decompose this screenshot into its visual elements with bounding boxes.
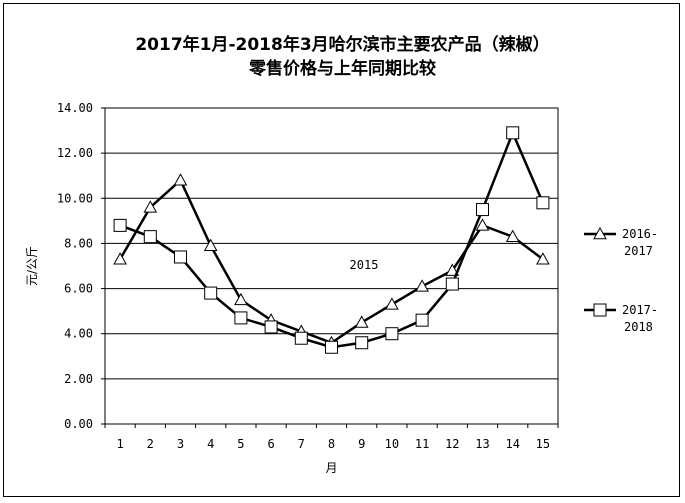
legend-marker-square xyxy=(593,303,607,317)
legend-label: 2018 xyxy=(624,320,653,334)
annotation-2015: 2015 xyxy=(350,258,379,272)
x-tick-label: 4 xyxy=(207,437,214,451)
legend-label: 2017- xyxy=(622,303,658,317)
chart-title-line-1: 2017年1月-2018年3月哈尔滨市主要农产品（辣椒） xyxy=(135,35,550,55)
data-point-square xyxy=(264,320,278,334)
data-point-square xyxy=(355,336,369,350)
x-tick-label: 10 xyxy=(385,437,399,451)
data-point-square xyxy=(415,313,429,327)
data-point-triangle xyxy=(203,238,218,251)
y-tick-label: 14.00 xyxy=(57,101,93,115)
x-tick-label: 1 xyxy=(116,437,123,451)
x-tick-label: 15 xyxy=(536,437,550,451)
y-tick-label: 4.00 xyxy=(64,327,93,341)
data-point-triangle xyxy=(385,297,399,310)
y-tick-label: 8.00 xyxy=(64,236,93,250)
data-point-triangle xyxy=(536,252,550,265)
data-point-triangle xyxy=(475,218,490,231)
y-tick-label: 2.00 xyxy=(64,372,93,386)
data-point-triangle xyxy=(505,229,520,242)
data-point-triangle xyxy=(113,252,127,265)
x-tick-label: 13 xyxy=(475,437,489,451)
x-tick-label: 3 xyxy=(177,437,184,451)
x-tick-label: 5 xyxy=(237,437,244,451)
data-point-square xyxy=(506,126,520,140)
legend-label: 2016- xyxy=(622,227,658,241)
y-axis-label: 元/公斤 xyxy=(25,246,39,286)
x-tick-label: 14 xyxy=(505,437,519,451)
y-tick-label: 0.00 xyxy=(64,417,93,431)
data-point-square xyxy=(445,277,459,291)
x-tick-label: 11 xyxy=(415,437,429,451)
data-point-square xyxy=(234,311,248,325)
data-point-triangle xyxy=(445,263,460,276)
x-tick-label: 7 xyxy=(298,437,305,451)
series-line-2 xyxy=(119,129,545,349)
x-tick-label: 6 xyxy=(267,437,274,451)
x-tick-label: 2 xyxy=(147,437,154,451)
plot-area xyxy=(104,107,559,425)
data-point-square xyxy=(385,327,399,341)
x-axis-label: 月 xyxy=(325,461,337,475)
chart-title-line-2: 零售价格与上年同期比较 xyxy=(249,59,436,79)
y-tick-label: 10.00 xyxy=(57,191,93,205)
data-point-triangle xyxy=(234,292,248,306)
data-point-square xyxy=(325,340,338,354)
data-point-square xyxy=(536,196,550,210)
data-point-square xyxy=(143,230,157,244)
legend-marker-triangle xyxy=(593,226,607,240)
data-point-square xyxy=(204,286,218,300)
legend-label: 2017 xyxy=(624,244,653,258)
data-point-square xyxy=(174,250,187,264)
x-tick-label: 9 xyxy=(358,437,365,451)
data-point-triangle xyxy=(173,173,188,186)
y-tick-label: 6.00 xyxy=(64,282,93,296)
data-point-square xyxy=(113,218,127,232)
data-point-square xyxy=(294,331,308,345)
y-tick-label: 12.00 xyxy=(57,146,93,160)
chart-frame xyxy=(3,3,680,497)
x-tick-label: 8 xyxy=(328,437,335,451)
data-point-square xyxy=(476,203,489,217)
x-tick-label: 12 xyxy=(445,437,459,451)
data-point-triangle xyxy=(354,315,369,328)
data-point-triangle xyxy=(415,279,429,292)
data-point-triangle xyxy=(143,200,158,213)
